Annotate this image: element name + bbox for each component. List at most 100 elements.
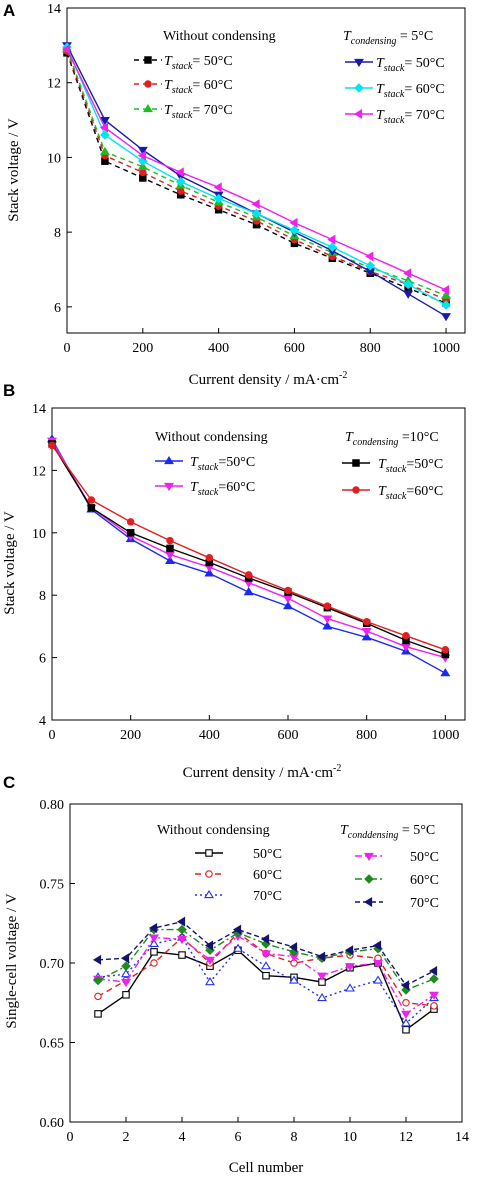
y-tick-label-1-5: 14 [32,402,46,417]
data-point-1-3-8 [362,617,371,626]
data-point-2-5-10 [372,940,382,951]
data-point-2-2-5 [233,943,243,952]
data-point-2-2-8 [317,992,327,1002]
y-tick-label-1-3: 10 [32,527,46,542]
data-point-0-4-8 [365,260,376,271]
y-tick-label-0-2: 10 [47,151,61,166]
panel-c: C Single-cell voltage / V Cell number Wi… [3,773,469,1176]
y-axis-label-c: Single-cell voltage / V [4,893,20,1028]
data-point-2-3-4 [205,956,215,965]
data-point-0-4-4 [213,193,224,204]
legend-marker-0-3 [354,58,364,68]
y-axis-label-b: Stack voltage / V [2,511,18,615]
data-point-2-5-0 [92,954,102,965]
data-point-0-2-1 [99,146,110,155]
panel-letter-c: C [3,773,15,792]
x-tick-label-0-4: 800 [360,341,381,356]
data-point-0-2-2 [137,161,148,170]
data-point-2-2-2 [149,938,159,948]
x-axis-label-sup-b: -2 [333,763,341,774]
data-point-0-3-2 [137,146,148,156]
legend-title-a-value: = 5°C [396,29,433,44]
legend-label-2-1: 60°C [253,868,282,883]
data-point-1-2-2 [126,529,135,537]
x-tick-label-2-6: 12 [399,1130,413,1145]
data-point-0-5-5 [251,199,260,210]
data-point-2-5-1 [120,953,130,964]
y-tick-label-2-0: 0.60 [40,1116,65,1131]
data-point-2-5-7 [288,942,298,953]
data-point-0-5-3 [175,167,184,178]
data-point-2-5-4 [204,940,214,951]
data-point-2-2-1 [121,969,131,978]
data-point-0-5-4 [213,182,222,193]
data-point-2-5-2 [148,923,158,933]
legend-title-b-value: =10°C [398,430,438,445]
legend-title-b-main: T [345,430,354,445]
legend-marker-1-2 [352,459,360,467]
data-point-2-0-6 [262,971,270,980]
data-point-0-1-2 [139,168,147,177]
data-point-2-4-1 [121,961,131,971]
series-line-0-4 [66,46,447,306]
x-tick-label-1-3: 600 [278,728,299,743]
legend-label-1-3: Tstack=60°C [378,484,443,502]
y-tick-label-2-3: 0.75 [40,878,65,893]
data-point-2-3-11 [401,1010,411,1019]
legend-marker-2-0 [205,849,213,857]
legend-marker-2-4 [364,874,374,884]
y-tick-label-1-1: 6 [39,652,46,667]
data-point-1-3-1 [87,496,96,504]
data-point-0-5-9 [403,268,412,279]
x-tick-label-2-7: 14 [455,1130,469,1145]
data-point-2-0-11 [402,1026,410,1034]
legend-title-b-without: Without condensing [155,430,268,445]
plot-frame-a [66,7,466,334]
legend-marker-0-5 [353,109,363,119]
legend-label-0-5: Tstack= 70°C [376,108,445,126]
x-tick-label-0-2: 400 [208,341,229,356]
data-point-1-0-8 [361,632,372,641]
x-tick-label-1-1: 200 [120,728,141,743]
legend-marker-2-2 [204,889,214,899]
data-point-0-1-3 [176,187,185,195]
legend-label-1-0: Tstack=50°C [190,455,255,473]
data-point-0-4-3 [175,176,186,187]
data-point-1-3-5 [244,571,253,579]
data-point-1-0-6 [283,601,293,610]
legend-label-1-1: Tstack=60°C [190,480,255,498]
legend-title-a-without: Without condensing [163,29,276,44]
data-point-2-3-1 [121,978,131,988]
data-point-2-2-11 [401,1018,411,1027]
data-point-2-5-11 [400,980,410,991]
data-point-2-3-2 [149,934,159,943]
data-point-1-3-2 [126,518,135,526]
data-point-1-0-7 [322,621,333,630]
legend-marker-1-1 [164,482,174,492]
data-point-0-4-6 [289,225,300,236]
data-point-2-2-6 [261,961,271,970]
x-tick-label-1-2: 400 [199,728,220,743]
legend-title-b-condensing: Tcondensing =10°C [345,430,439,448]
legend-title-c-without: Without condensing [157,823,270,838]
legend-title-a-sub: condensing [351,36,397,47]
data-point-2-0-2 [150,948,158,956]
data-point-2-2-9 [345,983,355,992]
data-point-2-3-3 [177,936,187,945]
legend-label-2-3: 50°C [410,850,439,865]
legend-label-0-2: Tstack= 70°C [164,103,233,121]
x-axis-label-sup-a: -2 [339,370,347,381]
legend-marker-0-4 [354,83,364,93]
legend-marker-2-3 [364,852,374,862]
data-point-1-3-3 [166,536,174,545]
data-point-1-0-4 [204,568,215,577]
data-point-2-5-8 [316,951,326,962]
legend-label-0-4: Tstack= 60°C [376,82,445,100]
x-tick-label-1-4: 800 [356,728,377,743]
data-point-2-3-9 [345,963,355,972]
x-axis-label-text-a: Current density / mA·cm [189,372,340,388]
data-point-1-3-0 [48,441,56,450]
x-tick-label-0-0: 0 [64,341,71,356]
data-point-0-5-0 [61,44,71,55]
